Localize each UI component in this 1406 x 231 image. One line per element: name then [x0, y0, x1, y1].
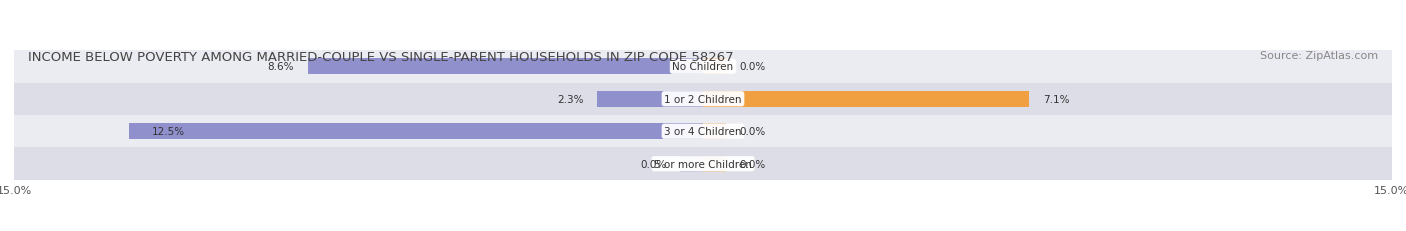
Bar	[703, 156, 725, 172]
Text: 0.0%: 0.0%	[640, 159, 666, 169]
Text: 3 or 4 Children: 3 or 4 Children	[664, 127, 742, 137]
Bar	[129, 124, 703, 140]
Text: 2.3%: 2.3%	[557, 94, 583, 104]
Bar	[703, 91, 1029, 107]
Bar	[308, 59, 703, 75]
Text: No Children: No Children	[672, 62, 734, 72]
Bar	[598, 91, 703, 107]
Bar	[703, 59, 725, 75]
Bar	[14, 116, 1392, 148]
Text: 0.0%: 0.0%	[740, 127, 766, 137]
Text: 12.5%: 12.5%	[152, 127, 186, 137]
Text: 0.0%: 0.0%	[740, 62, 766, 72]
Bar	[14, 51, 1392, 83]
Text: 8.6%: 8.6%	[267, 62, 294, 72]
Text: 7.1%: 7.1%	[1043, 94, 1070, 104]
Bar	[703, 124, 725, 140]
Bar	[14, 83, 1392, 116]
Text: 1 or 2 Children: 1 or 2 Children	[664, 94, 742, 104]
Text: Source: ZipAtlas.com: Source: ZipAtlas.com	[1260, 51, 1378, 61]
Bar	[14, 148, 1392, 180]
Text: 5 or more Children: 5 or more Children	[654, 159, 752, 169]
Bar	[681, 156, 703, 172]
Text: INCOME BELOW POVERTY AMONG MARRIED-COUPLE VS SINGLE-PARENT HOUSEHOLDS IN ZIP COD: INCOME BELOW POVERTY AMONG MARRIED-COUPL…	[28, 51, 734, 64]
Text: 0.0%: 0.0%	[740, 159, 766, 169]
